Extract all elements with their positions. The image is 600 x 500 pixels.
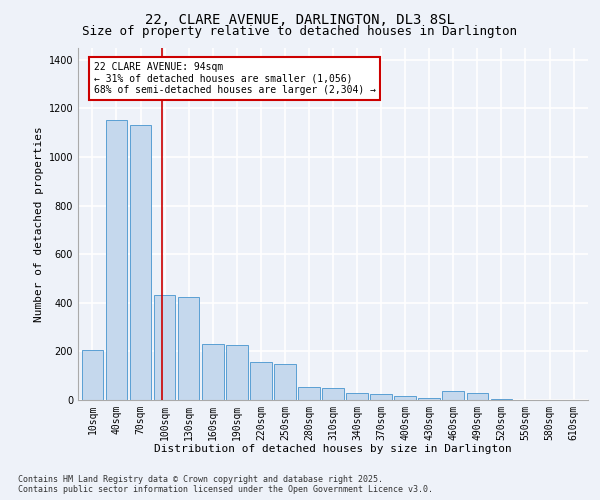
Bar (106, 120, 127, 400)
Bar (298, 386, 320, 400)
Bar (154, 296, 175, 400)
Bar (274, 364, 296, 400)
Bar (130, 126, 151, 400)
Text: 22 CLARE AVENUE: 94sqm
← 31% of detached houses are smaller (1,056)
68% of semi-: 22 CLARE AVENUE: 94sqm ← 31% of detached… (94, 62, 376, 96)
Text: Size of property relative to detached houses in Darlington: Size of property relative to detached ho… (83, 25, 517, 38)
Bar (442, 392, 464, 400)
Bar (82, 350, 103, 400)
Bar (178, 296, 199, 400)
Bar (370, 394, 392, 400)
Text: 22, CLARE AVENUE, DARLINGTON, DL3 8SL: 22, CLARE AVENUE, DARLINGTON, DL3 8SL (145, 12, 455, 26)
Bar (226, 346, 248, 400)
Bar (394, 396, 416, 400)
Bar (491, 399, 512, 400)
Y-axis label: Number of detached properties: Number of detached properties (34, 126, 44, 322)
Bar (346, 392, 368, 400)
Bar (418, 398, 440, 400)
Bar (250, 362, 272, 400)
Bar (202, 344, 224, 400)
Text: Contains HM Land Registry data © Crown copyright and database right 2025.
Contai: Contains HM Land Registry data © Crown c… (18, 474, 433, 494)
X-axis label: Distribution of detached houses by size in Darlington: Distribution of detached houses by size … (154, 444, 512, 454)
Bar (467, 392, 488, 400)
Bar (322, 388, 344, 400)
